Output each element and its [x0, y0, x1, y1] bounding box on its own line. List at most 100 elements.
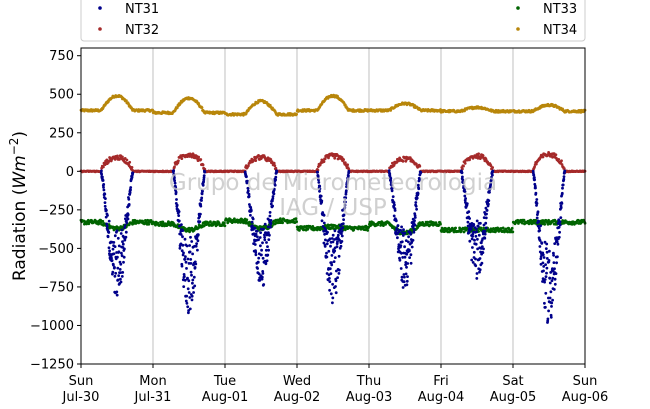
nt31-point: [338, 238, 341, 242]
nt31-point: [180, 249, 184, 253]
nt31-point: [470, 258, 474, 262]
nt31-point: [123, 247, 126, 251]
nt31-point: [406, 262, 410, 265]
nt34-point: [151, 108, 155, 112]
nt32-point: [468, 158, 471, 162]
nt33-point: [384, 223, 387, 226]
nt31-point: [330, 261, 333, 265]
nt31-point: [328, 267, 332, 271]
x-tick-day: Tue: [213, 374, 236, 389]
nt31-point: [545, 242, 549, 246]
nt31-point: [189, 235, 192, 239]
nt31-point: [318, 184, 322, 188]
nt31-point: [122, 255, 126, 259]
nt31-point: [182, 273, 186, 276]
nt31-point: [188, 296, 192, 299]
nt31-point: [544, 247, 548, 251]
nt31-point: [274, 178, 277, 182]
nt31-point: [188, 307, 192, 311]
nt33-point: [462, 230, 466, 234]
nt33-point: [295, 220, 298, 224]
nt31-point: [539, 224, 542, 228]
nt31-point: [340, 234, 344, 238]
nt31-point: [474, 264, 478, 268]
nt31-point: [325, 255, 329, 259]
nt31-point: [246, 179, 249, 183]
nt31-point: [477, 233, 481, 237]
nt31-point: [189, 258, 193, 261]
nt31-point: [262, 227, 265, 231]
nt31-point: [406, 275, 409, 278]
nt31-point: [119, 262, 123, 266]
nt31-point: [390, 189, 394, 193]
data-points: [79, 93, 587, 324]
nt31-point: [185, 244, 189, 248]
nt32-point: [463, 162, 467, 165]
nt31-point: [271, 195, 275, 198]
nt32-point: [254, 159, 258, 163]
nt31-point: [125, 215, 129, 219]
nt33-point: [511, 230, 515, 234]
x-tick-day: Sun: [69, 374, 94, 389]
nt31-point: [484, 206, 488, 210]
nt31-point: [181, 243, 185, 247]
nt31-point: [125, 221, 129, 225]
legend-label: NT34: [543, 23, 577, 38]
nt31-point: [335, 245, 339, 249]
nt31-point: [128, 191, 132, 195]
legend: NT31 NT32 NT33 NT34: [80, 0, 586, 42]
nt33-point: [147, 222, 151, 226]
nt31-point: [249, 206, 253, 209]
nt33-point: [223, 224, 227, 228]
nt31-point: [119, 232, 123, 235]
nt33-point: [520, 221, 524, 225]
nt31-point: [472, 223, 476, 227]
nt31-point: [404, 263, 407, 267]
nt31-point: [102, 186, 105, 189]
nt31-point: [468, 231, 471, 234]
nt31-point: [182, 251, 185, 255]
nt32-point: [346, 163, 349, 167]
nt31-point: [410, 245, 414, 249]
nt31-point: [320, 219, 324, 223]
nt31-point: [399, 228, 402, 232]
nt31-point: [543, 278, 547, 281]
x-tick-date: Aug-03: [346, 390, 393, 405]
nt31-point: [116, 255, 119, 259]
nt31-point: [202, 174, 206, 178]
nt31-point: [107, 231, 111, 234]
nt31-point: [408, 256, 411, 259]
nt31-point: [246, 189, 250, 193]
nt31-point: [192, 291, 196, 294]
nt31-point: [274, 175, 278, 179]
nt31-point: [543, 301, 546, 305]
nt31-point: [124, 235, 128, 239]
nt33-point: [98, 222, 101, 225]
y-tick-label: 250: [49, 126, 74, 141]
nt31-point: [263, 235, 266, 239]
nt31-point: [405, 283, 409, 287]
nt31-point: [548, 281, 552, 285]
nt31-point: [124, 230, 128, 234]
nt31-point: [344, 200, 347, 204]
nt33-point: [510, 226, 514, 230]
nt31-point: [103, 201, 107, 205]
nt31-point: [481, 251, 485, 255]
y-tick-label: −500: [38, 242, 74, 257]
nt31-point: [469, 228, 473, 231]
nt31-point: [401, 256, 405, 259]
nt31-point: [258, 236, 262, 239]
nt31-point: [478, 268, 482, 272]
nt31-point: [485, 209, 489, 212]
nt31-point: [333, 238, 336, 241]
nt31-point: [343, 203, 347, 207]
nt31-point: [120, 275, 124, 278]
nt31-point: [535, 202, 539, 205]
nt31-point: [327, 249, 331, 253]
nt32-point: [541, 155, 545, 159]
nt31-point: [402, 228, 405, 232]
nt31-point: [414, 201, 418, 204]
nt31-point: [412, 228, 416, 231]
nt31-point: [189, 270, 193, 274]
nt31-point: [329, 244, 332, 248]
